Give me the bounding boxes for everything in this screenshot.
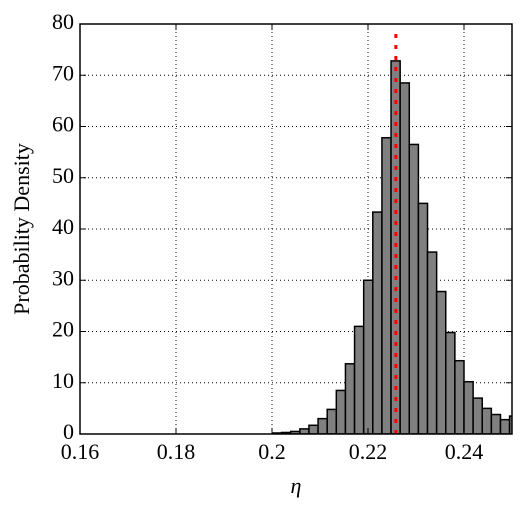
bar	[490, 413, 502, 434]
x-tick-label: 0.2	[258, 439, 286, 464]
bar	[435, 290, 447, 434]
bar	[417, 202, 429, 434]
y-tick-label: 50	[52, 163, 74, 188]
y-tick-label: 20	[52, 317, 74, 342]
bar	[499, 418, 511, 434]
bar	[344, 363, 356, 434]
bar	[426, 251, 438, 434]
bar	[362, 279, 374, 434]
bar	[408, 143, 420, 434]
bar	[381, 137, 392, 434]
bar	[317, 417, 328, 434]
bar	[454, 359, 465, 434]
y-tick-label: 60	[52, 112, 74, 137]
bar	[463, 380, 474, 434]
y-tick-label: 70	[52, 60, 74, 85]
plot-area	[80, 24, 512, 434]
x-tick-label: 0.24	[445, 439, 484, 464]
x-tick-label: 0.16	[61, 439, 100, 464]
x-axis-label: η	[291, 473, 302, 498]
bar	[372, 211, 383, 434]
y-tick-label: 30	[52, 265, 74, 290]
y-tick-label: 80	[52, 9, 74, 34]
y-tick-label: 40	[52, 214, 74, 239]
y-tick-label: 10	[52, 368, 74, 393]
bar	[353, 325, 365, 434]
y-tick-label: 0	[63, 419, 74, 444]
bar	[445, 331, 456, 434]
bar	[481, 407, 493, 434]
bar	[326, 408, 338, 434]
y-axis-label: Probability Density	[9, 143, 34, 315]
x-tick-label: 0.18	[157, 439, 196, 464]
x-tick-label: 0.22	[349, 439, 388, 464]
bar	[299, 428, 310, 434]
bar	[399, 82, 411, 434]
bar	[472, 397, 483, 434]
plot-frame	[79, 23, 513, 435]
bar	[508, 415, 512, 434]
bar	[308, 424, 319, 434]
bar	[335, 389, 347, 434]
